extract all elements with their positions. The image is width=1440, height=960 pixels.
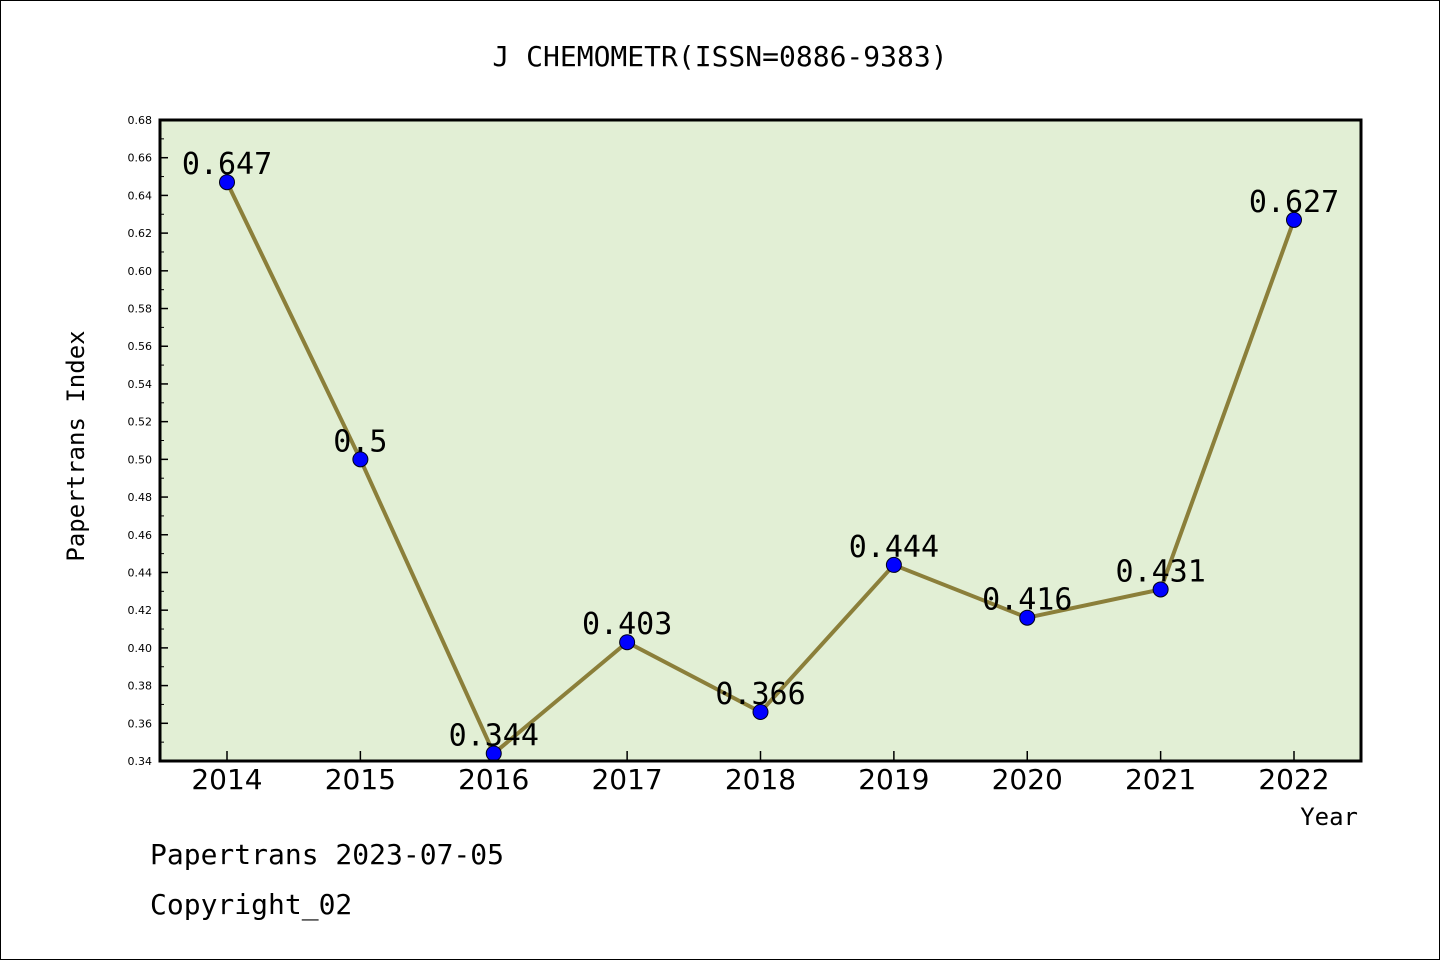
- y-tick-label: 0.50: [128, 453, 153, 466]
- y-axis-label: Papertrans Index: [62, 330, 90, 561]
- x-tick-label: 2018: [725, 763, 796, 796]
- data-markers: [219, 174, 1302, 762]
- data-label: 0.444: [849, 530, 939, 565]
- data-label: 0.627: [1249, 185, 1339, 220]
- plot-border: [158, 118, 1363, 763]
- data-point-marker: [352, 451, 369, 468]
- data-point-marker: [885, 556, 902, 573]
- data-point-marker: [1019, 609, 1036, 626]
- y-tick-label: 0.68: [128, 114, 153, 127]
- y-axis-ticks: 0.34 0.36 0.38 0.40 0.42 0.44 0.46 0.48 0.50 0.52…: [128, 114, 168, 768]
- data-point-marker: [1152, 581, 1169, 598]
- y-tick-label: 0.46: [128, 529, 153, 542]
- y-tick-label: 0.36: [128, 717, 153, 730]
- y-tick-label: 0.40: [128, 642, 153, 655]
- data-point-marker: [619, 634, 636, 651]
- data-label: 0.431: [1115, 554, 1205, 589]
- y-tick-label: 0.64: [128, 189, 153, 202]
- data-label: 0.403: [582, 607, 672, 642]
- data-label: 0.366: [715, 677, 805, 712]
- footer-source: Papertrans 2023-07-05: [150, 838, 504, 871]
- data-point-marker: [219, 174, 235, 191]
- chart-title: J CHEMOMETR(ISSN=0886-9383): [492, 40, 947, 73]
- data-label: 0.344: [449, 718, 539, 753]
- data-point-marker: [752, 703, 769, 720]
- y-tick-label: 0.54: [128, 378, 153, 391]
- x-tick-label: 2014: [191, 763, 262, 796]
- x-tick-label: 2017: [591, 763, 662, 796]
- data-label: 0.647: [182, 147, 272, 182]
- x-tick-label: 2019: [858, 763, 929, 796]
- x-axis-ticks: 2014 2015 2016 2017 2018 2019 2020 2021 2022: [191, 751, 1330, 796]
- y-tick-label: 0.62: [128, 227, 153, 240]
- x-tick-label: 2015: [325, 763, 396, 796]
- y-tick-label: 0.58: [128, 303, 153, 316]
- data-label: 0.416: [982, 583, 1072, 618]
- data-label: 0.5: [333, 424, 387, 459]
- y-tick-label: 0.34: [128, 755, 153, 768]
- footer-copyright: Copyright_02: [150, 888, 352, 922]
- y-tick-label: 0.38: [128, 680, 153, 693]
- y-tick-label: 0.60: [128, 265, 153, 278]
- x-axis-label: Year: [1300, 803, 1358, 831]
- data-point-marker: [1286, 211, 1302, 228]
- y-tick-label: 0.66: [128, 152, 153, 165]
- data-labels: 0.647 0.5 0.344 0.403 0.366 0.444 0.416 0.431 0.…: [182, 147, 1339, 753]
- y-tick-label: 0.52: [128, 416, 153, 429]
- y-tick-label: 0.56: [128, 340, 153, 353]
- x-tick-label: 2021: [1125, 763, 1196, 796]
- y-tick-label: 0.42: [128, 604, 153, 617]
- x-tick-label: 2020: [992, 763, 1063, 796]
- y-tick-label: 0.44: [128, 566, 153, 579]
- y-tick-label: 0.48: [128, 491, 153, 504]
- plot-area: [160, 120, 1361, 761]
- x-tick-label: 2016: [458, 763, 529, 796]
- x-tick-label: 2022: [1258, 763, 1329, 796]
